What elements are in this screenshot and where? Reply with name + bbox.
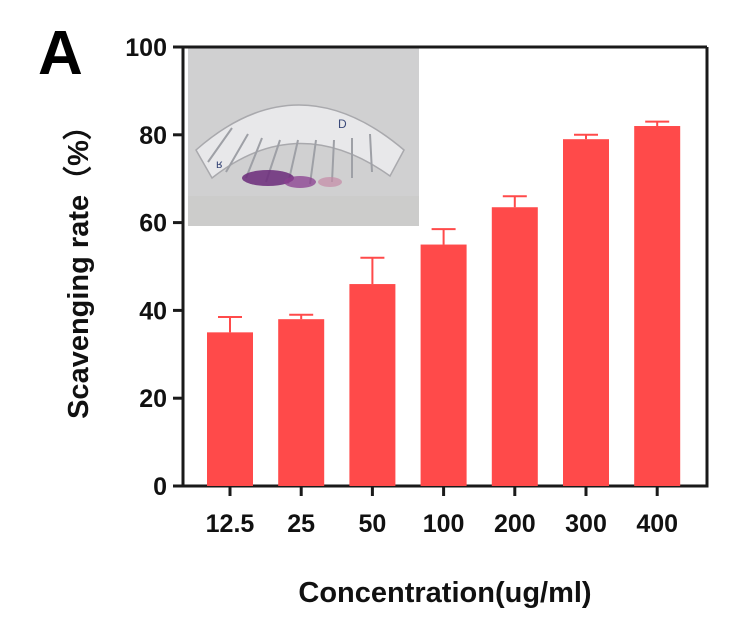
y-tick-label: 80 [139,122,167,150]
bar [207,332,253,486]
panel-letter: A [38,19,83,88]
y-tick-label: 60 [139,210,167,238]
bar [563,139,609,486]
bar [491,207,538,487]
y-tick-label: 20 [139,385,167,413]
x-tick-label: 12.5 [206,510,255,538]
bar [420,244,467,486]
svg-text:ʁ: ʁ [216,157,223,171]
bar [634,126,681,487]
x-tick-label: 25 [287,510,315,538]
sample-tubes-photo: ʁ D [188,47,419,226]
bar [278,319,325,486]
x-tick-label: 50 [358,510,386,538]
y-tick-label: 40 [139,297,167,325]
plot-area: 0 20 40 60 80 100 12.5 25 50 100 200 300 400 [125,34,709,538]
x-tick-label: 400 [636,510,678,538]
y-tick-label: 100 [125,34,167,62]
x-tick-label: 200 [494,510,536,538]
x-tick-label: 300 [565,510,607,538]
x-axis-title: Concentration(ug/ml) [298,577,591,609]
x-tick-label: 100 [423,510,465,538]
bar [349,284,396,486]
y-axis-title: Scavenging rate（%） [62,111,95,419]
svg-text:D: D [338,117,347,131]
y-tick-label: 0 [153,473,167,501]
